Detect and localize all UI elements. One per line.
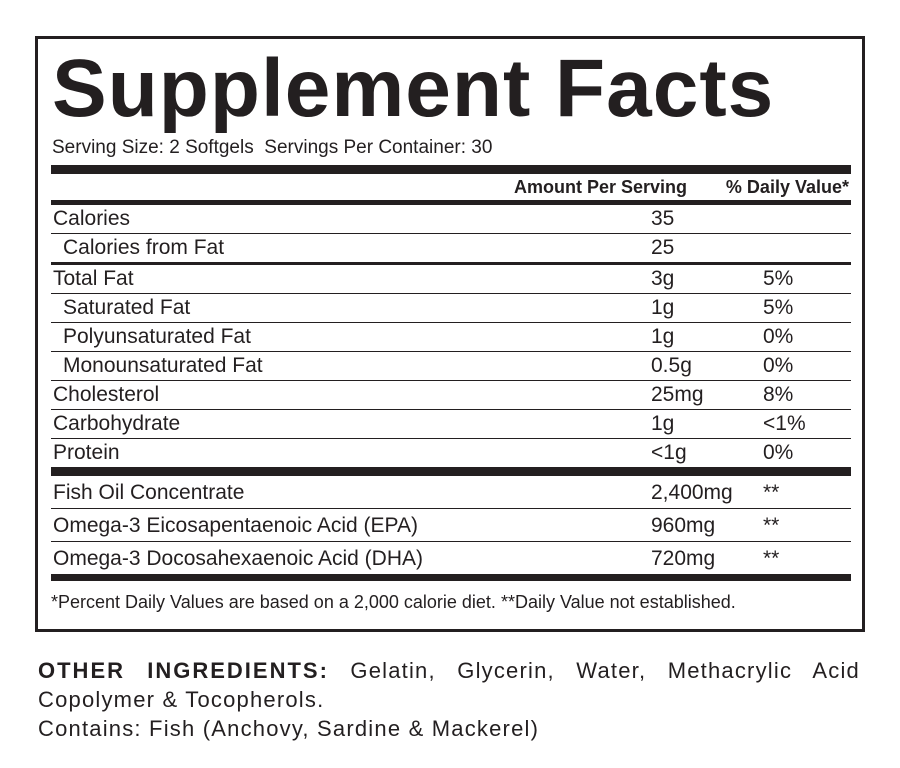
item-name: Protein [53, 441, 120, 464]
row: Monounsaturated Fat 0.5g 0% [51, 352, 851, 381]
rule [51, 165, 851, 174]
amount: 25 [651, 236, 675, 259]
footnote: *Percent Daily Values are based on a 2,0… [51, 592, 736, 612]
amount: 0.5g [651, 354, 692, 377]
row: Saturated Fat 1g 5% [51, 294, 851, 323]
item-name: Saturated Fat [63, 296, 191, 319]
amount: 25mg [651, 383, 704, 406]
row: Omega-3 Eicosapentaenoic Acid (EPA) 960mg… [51, 509, 851, 542]
item-name: Calories from Fat [63, 236, 225, 259]
amount: 1g [651, 325, 675, 348]
item-name: Polyunsaturated Fat [63, 325, 251, 348]
row: Polyunsaturated Fat 1g 0% [51, 323, 851, 352]
servings-per-container: Servings Per Container: 30 [264, 137, 493, 158]
column-header: % Daily Value* [725, 177, 849, 197]
amount: 35 [651, 207, 675, 230]
ingredients-text: Gelatin, Glycerin, Water, Methacrylic Ac… [38, 658, 860, 712]
allergen-statement: Contains: Fish (Anchovy, Sardine & Macke… [38, 716, 540, 741]
rule [51, 467, 851, 476]
daily-value: 0% [763, 354, 794, 377]
amount: 720mg [651, 547, 716, 570]
daily-value: 5% [763, 267, 794, 290]
daily-value: ** [763, 514, 780, 537]
row: Protein <1g 0% [51, 439, 851, 467]
row: Omega-3 Docosahexaenoic Acid (DHA) 720mg *… [51, 542, 851, 574]
ingredients-label: OTHER INGREDIENTS: [38, 658, 329, 683]
column-header: Amount Per Serving [513, 177, 687, 197]
item-name: Omega-3 Eicosapentaenoic Acid (EPA) [53, 514, 418, 537]
item-name: Monounsaturated Fat [63, 354, 263, 377]
header-row: Amount Per Serving % Daily Value* [51, 174, 851, 200]
nutrient-rows: Calories 35 Calories from Fat 25 Total Fat 3g… [51, 205, 851, 467]
row: Cholesterol 25mg 8% [51, 381, 851, 410]
item-name: Carbohydrate [53, 412, 181, 435]
rule [51, 574, 851, 581]
row: Calories 35 [51, 205, 851, 234]
daily-value: ** [763, 481, 780, 504]
rule [51, 200, 851, 205]
amount: 1g [651, 412, 675, 435]
daily-value: 0% [763, 441, 794, 464]
row: Total Fat 3g 5% [51, 265, 851, 294]
item-name: Total Fat [53, 267, 134, 290]
row: Fish Oil Concentrate 2,400mg ** [51, 476, 851, 509]
daily-value: <1% [763, 412, 806, 435]
amount: 1g [651, 296, 675, 319]
row: Calories from Fat 25 [51, 234, 851, 265]
amount: <1g [651, 441, 687, 464]
item-name: Omega-3 Docosahexaenoic Acid (DHA) [53, 547, 424, 570]
serving-size: Serving Size: 2 Softgels [52, 137, 254, 158]
item-name: Fish Oil Concentrate [53, 481, 245, 504]
daily-value: 5% [763, 296, 794, 319]
item-name: Calories [53, 207, 131, 230]
amount: 960mg [651, 514, 716, 537]
title: Supplement Facts [52, 43, 775, 134]
daily-value: ** [763, 547, 780, 570]
active-rows: Fish Oil Concentrate 2,400mg ** Omega-3 Eic… [51, 476, 851, 574]
ingredients: OTHER INGREDIENTS: Gelatin, Glycerin, Wa… [38, 656, 860, 743]
row: Carbohydrate 1g <1% [51, 410, 851, 439]
supplement-facts-panel: Supplement Facts Serving Size: 2 Softgel… [35, 36, 865, 632]
amount: 3g [651, 267, 675, 290]
serving-info: Serving Size: 2 Softgels Servings Per Co… [52, 137, 492, 159]
daily-value: 8% [763, 383, 794, 406]
item-name: Cholesterol [53, 383, 160, 406]
amount: 2,400mg [651, 481, 733, 504]
facts-table: Amount Per Serving % Daily Value* Calori… [51, 165, 851, 581]
daily-value: 0% [763, 325, 794, 348]
